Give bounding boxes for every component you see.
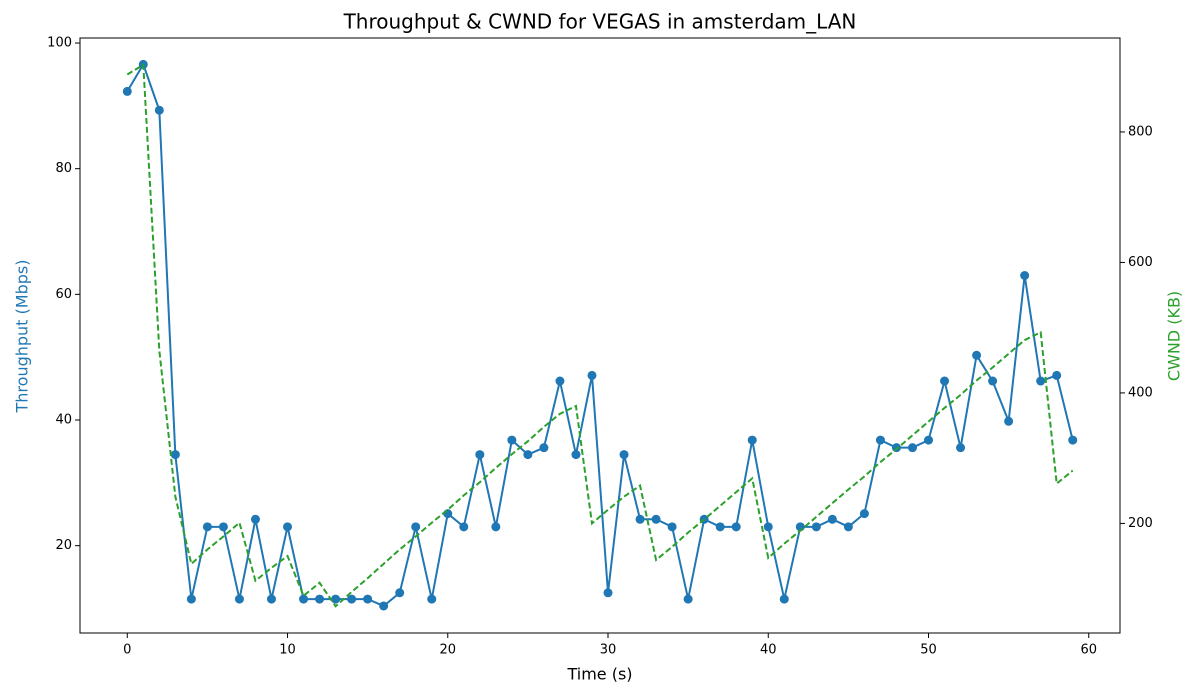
point xyxy=(186,594,196,604)
point xyxy=(924,435,934,445)
x-tick-label: 10 xyxy=(279,643,296,658)
point xyxy=(523,450,533,460)
point xyxy=(283,522,293,532)
x-tick-label: 40 xyxy=(760,643,777,658)
y2-axis-label: CWND (KB) xyxy=(1165,291,1184,381)
point xyxy=(811,522,821,532)
point xyxy=(571,450,581,460)
point xyxy=(763,522,773,532)
point xyxy=(1036,376,1046,386)
point xyxy=(363,594,373,604)
chart-title: Throughput & CWND for VEGAS in amsterdam… xyxy=(343,10,857,34)
point xyxy=(859,509,869,519)
point xyxy=(331,594,341,604)
x-tick-label: 60 xyxy=(1080,643,1097,658)
point xyxy=(843,522,853,532)
point xyxy=(315,594,325,604)
point xyxy=(395,588,405,598)
point xyxy=(443,509,453,519)
point xyxy=(379,601,389,611)
y-tick-label: 80 xyxy=(55,161,72,176)
point xyxy=(411,522,421,532)
point xyxy=(299,594,309,604)
point xyxy=(122,86,132,96)
series-line xyxy=(126,63,1074,608)
y-tick-label: 40 xyxy=(55,413,72,428)
point xyxy=(683,594,693,604)
point xyxy=(1004,416,1014,426)
point xyxy=(827,514,837,524)
point xyxy=(1068,435,1078,445)
point xyxy=(250,514,260,524)
point xyxy=(988,376,998,386)
point xyxy=(619,450,629,460)
series-line xyxy=(126,62,1074,608)
point xyxy=(218,522,228,532)
y-tick-label: 20 xyxy=(55,538,72,553)
point xyxy=(715,522,725,532)
point xyxy=(1020,270,1030,280)
point xyxy=(747,435,757,445)
point xyxy=(491,522,501,532)
point xyxy=(667,522,677,532)
point xyxy=(266,594,276,604)
point xyxy=(475,450,485,460)
point xyxy=(1052,370,1062,380)
point xyxy=(907,443,917,453)
y2-tick-label: 400 xyxy=(1128,385,1153,400)
y2-tick-label: 600 xyxy=(1128,255,1153,270)
point xyxy=(635,514,645,524)
point xyxy=(507,435,517,445)
point xyxy=(891,443,901,453)
plot-frame xyxy=(79,37,1121,634)
point xyxy=(603,588,613,598)
point xyxy=(587,370,597,380)
point xyxy=(779,594,789,604)
x-tick-label: 30 xyxy=(600,643,617,658)
x-tick-label: 20 xyxy=(439,643,456,658)
point xyxy=(940,376,950,386)
point xyxy=(555,376,565,386)
y-tick-label: 100 xyxy=(47,36,72,51)
point xyxy=(347,594,357,604)
point xyxy=(972,350,982,360)
x-axis-label: Time (s) xyxy=(566,665,632,684)
y2-tick-label: 800 xyxy=(1128,124,1153,139)
point xyxy=(539,443,549,453)
point xyxy=(154,105,164,115)
point xyxy=(459,522,469,532)
y2-tick-label: 200 xyxy=(1128,516,1153,531)
y-tick-label: 60 xyxy=(55,287,72,302)
point xyxy=(731,522,741,532)
point xyxy=(956,443,966,453)
point xyxy=(651,514,661,524)
point xyxy=(170,450,180,460)
x-tick-label: 50 xyxy=(920,643,937,658)
point xyxy=(427,594,437,604)
x-tick-label: 0 xyxy=(123,643,131,658)
point xyxy=(234,594,244,604)
point xyxy=(202,522,212,532)
y-axis-label: Throughput (Mbps) xyxy=(13,260,32,414)
point xyxy=(875,435,885,445)
